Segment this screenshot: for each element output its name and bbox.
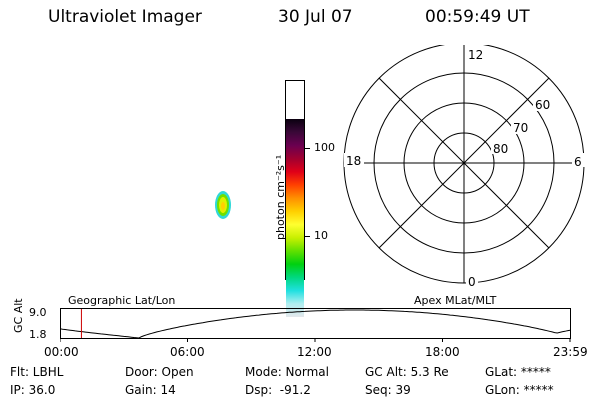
lat-label-60: 60 [535, 98, 550, 112]
image-blob-core [221, 202, 225, 210]
colorbar-tick-10: 10 [314, 229, 328, 242]
x-tick-0600: 06:00 [170, 345, 205, 359]
mlt-label-0: 0 [468, 275, 476, 289]
glat-info: GLat: ***** [485, 365, 551, 379]
altitude-plot-frame [60, 308, 571, 339]
right-panel-title: Apex MLat/MLT [414, 294, 497, 307]
y-tick-9: 9.0 [29, 306, 47, 319]
label-bg-70 [511, 120, 531, 134]
label-bg-80 [491, 140, 511, 154]
dsp-info: Dsp: -91.2 [245, 383, 311, 397]
lat-label-70: 70 [513, 121, 528, 135]
lat-label-80: 80 [493, 142, 508, 156]
altitude-plot [60, 308, 571, 342]
label-bg-0 [466, 274, 478, 288]
mode-info: Mode: Normal [245, 365, 329, 379]
mlt-label-18: 18 [346, 154, 361, 168]
colorbar [285, 80, 305, 317]
door-info: Door: Open [125, 365, 194, 379]
gc-alt-info: GC Alt: 5.3 Re [365, 365, 449, 379]
left-panel-title: Geographic Lat/Lon [68, 294, 176, 307]
colorbar-tick-100: 100 [314, 141, 335, 154]
colorbar-tick-mark-10 [305, 236, 310, 237]
date-label: 30 Jul 07 [278, 7, 353, 27]
mlt-label-12: 12 [468, 48, 483, 62]
label-bg-18 [344, 153, 364, 167]
x-tick-1800: 18:00 [425, 345, 460, 359]
filter-info: Flt: LBHL [10, 365, 64, 379]
x-tick-0000: 00:00 [44, 345, 79, 359]
altitude-curve [60, 309, 571, 339]
time-label: 00:59:49 UT [425, 7, 530, 27]
x-tick-1200: 12:00 [297, 345, 332, 359]
app-title: Ultraviolet Imager [48, 7, 202, 27]
ip-info: IP: 36.0 [10, 383, 56, 397]
label-bg-60 [533, 97, 553, 111]
glon-info: GLon: ***** [485, 383, 554, 397]
auroral-image [215, 191, 231, 219]
gain-info: Gain: 14 [125, 383, 176, 397]
seq-info: Seq: 39 [365, 383, 411, 397]
label-bg-6 [572, 153, 586, 167]
x-tick-2359: 23:59 [553, 345, 588, 359]
label-bg-12 [465, 47, 487, 61]
colorbar-unit-label: photon cm⁻²s⁻¹ [274, 154, 287, 240]
gc-alt-axis-label: GC Alt [12, 298, 25, 333]
polar-plot: 12 18 6 0 60 70 80 [343, 45, 586, 289]
y-tick-1-8: 1.8 [29, 328, 47, 341]
polar-diagonal-2 [378, 77, 550, 249]
mlt-label-6: 6 [574, 155, 582, 169]
colorbar-tick-mark-100 [305, 148, 310, 149]
